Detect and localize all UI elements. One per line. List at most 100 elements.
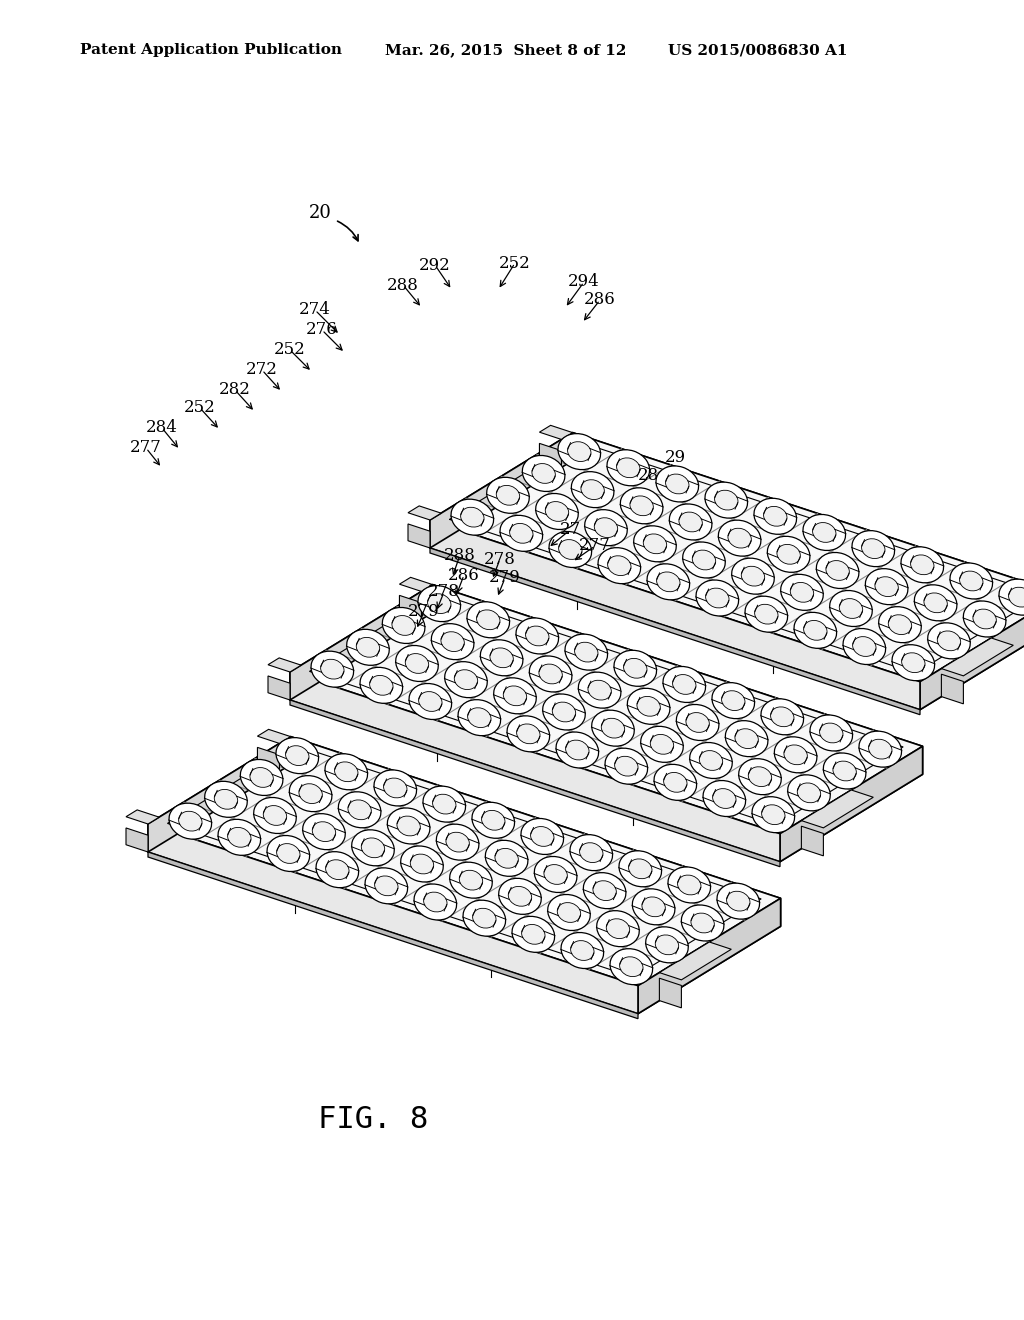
Ellipse shape [699,751,723,771]
Ellipse shape [360,668,402,704]
Polygon shape [290,700,780,867]
Ellipse shape [510,524,534,544]
Ellipse shape [468,708,492,727]
Ellipse shape [606,919,630,939]
Ellipse shape [458,700,501,735]
Ellipse shape [276,843,300,863]
Ellipse shape [683,543,725,578]
Ellipse shape [634,525,676,562]
Text: 272: 272 [246,362,278,379]
Ellipse shape [400,846,443,882]
Ellipse shape [525,626,549,645]
Ellipse shape [397,816,420,836]
Ellipse shape [311,651,353,688]
Polygon shape [920,594,1024,710]
Ellipse shape [964,601,1006,638]
Ellipse shape [813,523,836,543]
Ellipse shape [382,607,425,643]
Ellipse shape [752,797,795,833]
Ellipse shape [486,478,529,513]
Ellipse shape [530,826,554,846]
Ellipse shape [517,723,540,743]
Ellipse shape [664,772,687,792]
Ellipse shape [588,680,611,700]
Text: 288: 288 [387,276,419,293]
Ellipse shape [326,859,349,879]
Ellipse shape [681,906,724,941]
Ellipse shape [735,729,759,748]
Polygon shape [659,978,681,1008]
Ellipse shape [770,708,794,727]
Ellipse shape [901,546,943,583]
Polygon shape [148,824,638,1014]
Ellipse shape [840,598,862,618]
Ellipse shape [535,857,577,892]
Polygon shape [399,577,432,591]
Polygon shape [802,826,823,855]
Ellipse shape [754,498,797,535]
Polygon shape [540,444,561,467]
Ellipse shape [436,824,479,861]
Polygon shape [291,737,780,927]
Ellipse shape [584,873,626,908]
Ellipse shape [888,615,911,635]
Ellipse shape [548,895,590,931]
Polygon shape [148,737,780,986]
Ellipse shape [715,490,738,510]
Ellipse shape [409,684,452,719]
Ellipse shape [718,520,761,556]
Text: 294: 294 [568,273,600,290]
Polygon shape [148,737,291,851]
Ellipse shape [712,682,755,718]
Ellipse shape [384,777,407,797]
Text: 278: 278 [428,583,460,601]
Polygon shape [430,433,1024,681]
Text: 288: 288 [444,546,476,564]
Ellipse shape [823,752,866,789]
Ellipse shape [843,628,886,664]
Text: 292: 292 [419,256,451,273]
Ellipse shape [375,876,398,896]
Ellipse shape [791,582,814,602]
Ellipse shape [428,594,451,614]
Text: 277: 277 [130,440,162,457]
Ellipse shape [455,669,477,689]
Ellipse shape [316,851,358,887]
Ellipse shape [777,544,801,564]
Ellipse shape [579,672,621,708]
Ellipse shape [432,795,456,814]
Text: Patent Application Publication: Patent Application Publication [80,44,342,57]
Ellipse shape [633,888,675,925]
Ellipse shape [411,854,434,874]
Ellipse shape [267,836,309,871]
Ellipse shape [431,623,474,660]
Ellipse shape [489,648,513,668]
Polygon shape [941,638,1014,676]
Ellipse shape [565,741,589,760]
Ellipse shape [666,474,689,494]
Ellipse shape [585,510,628,545]
Ellipse shape [557,903,581,923]
Polygon shape [572,433,1024,622]
Polygon shape [540,425,572,440]
Ellipse shape [654,764,696,800]
Ellipse shape [365,867,408,904]
Polygon shape [290,585,432,700]
Ellipse shape [794,612,837,648]
Text: 20: 20 [308,205,332,222]
Text: 279: 279 [489,569,521,586]
Text: 279: 279 [409,603,440,620]
Ellipse shape [874,577,898,597]
Ellipse shape [713,788,736,808]
Ellipse shape [387,808,430,843]
Ellipse shape [833,762,856,781]
Ellipse shape [618,851,662,887]
Ellipse shape [543,694,586,730]
Text: 252: 252 [274,342,306,359]
Ellipse shape [356,638,380,657]
Text: 278: 278 [484,550,516,568]
Ellipse shape [570,941,594,961]
Ellipse shape [347,630,389,665]
Ellipse shape [480,640,523,676]
Ellipse shape [549,532,592,568]
